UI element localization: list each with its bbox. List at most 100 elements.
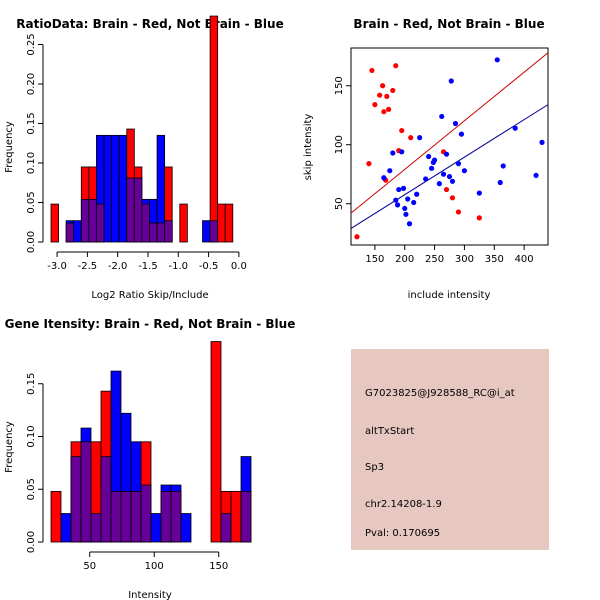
gene-hist-axes: 50 100 150 0.00 0.05 0.10 0.15: [26, 373, 228, 572]
hist-bar-overlap: [156, 222, 166, 243]
hist-bar-brain: [230, 490, 242, 543]
not-brain-point: [446, 173, 453, 180]
gene-name-text: Sp3: [365, 462, 384, 473]
y-tick-label: 0.20: [26, 73, 37, 95]
y-tick-label: 0.05: [26, 191, 37, 213]
not-brain-point: [405, 196, 411, 202]
x-tick-label: -2.5: [78, 261, 98, 272]
not-brain-point: [440, 171, 447, 177]
hist-bar-overlap: [80, 441, 92, 543]
not-brain-point: [443, 151, 450, 157]
x-tick-label: 400: [515, 254, 534, 265]
hist-bar-overlap: [88, 198, 97, 243]
not-brain-point: [458, 131, 465, 137]
y-tick-label: 0.00: [26, 231, 37, 253]
brain-point: [354, 234, 360, 240]
hist-bar-brain: [224, 203, 234, 243]
x-tick-label: 0.0: [231, 261, 247, 272]
y-tick-label: 150: [334, 76, 345, 95]
ratio-histogram-panel: RatioData: Brain - Red, Not Brain - Blue…: [4, 15, 284, 301]
not-brain-point: [452, 120, 459, 127]
x-tick-label: 150: [209, 561, 228, 572]
brain-point: [393, 63, 399, 69]
brain-point: [369, 67, 375, 74]
hist-bar-not-brain: [118, 134, 128, 243]
brain-fit-line: [350, 52, 549, 214]
hist-bar-overlap: [220, 513, 232, 543]
not-brain-point: [539, 139, 545, 145]
gene-hist-title: Gene Itensity: Brain - Red, Not Brain - …: [5, 317, 296, 331]
x-tick-label: 150: [365, 254, 384, 265]
gene-hist-xlabel: Intensity: [128, 590, 172, 600]
pval-text: Pval: 0.170695: [365, 528, 440, 539]
not-brain-point: [411, 199, 417, 206]
brain-point: [386, 106, 392, 112]
not-brain-point: [512, 125, 518, 131]
event-type-text: altTxStart: [365, 426, 414, 437]
not-brain-point: [417, 135, 423, 141]
gene-hist-ylabel: Frequency: [4, 421, 15, 473]
x-tick-label: 100: [145, 561, 164, 572]
ratio-hist-axes: -3.0 -2.5 -2.0 -1.5 -1.0 -0.5 0.0 0.00 0.05 0.10 0…: [26, 33, 247, 272]
hist-bar-overlap: [65, 222, 75, 243]
hist-bar-overlap: [90, 513, 102, 543]
x-tick-label: 250: [425, 254, 444, 265]
y-tick-label: 0.10: [26, 152, 37, 174]
not-brain-point: [406, 221, 413, 227]
brain-point: [377, 92, 383, 98]
ratio-hist-title: RatioData: Brain - Red, Not Brain - Blue: [16, 17, 283, 31]
y-tick-label: 0.25: [26, 33, 37, 55]
hist-bar-not-brain: [73, 220, 82, 243]
hist-bar-not-brain: [103, 134, 113, 243]
not-brain-fit-line: [350, 104, 549, 229]
hist-bar-overlap: [164, 220, 173, 243]
scatter-plot-box: [350, 47, 549, 246]
not-brain-point: [436, 181, 442, 187]
not-brain-point: [399, 149, 405, 155]
brain-point: [408, 135, 414, 141]
x-tick-label: -3.0: [47, 261, 67, 272]
not-brain-point: [400, 185, 407, 191]
brain-point: [366, 161, 372, 167]
y-tick-label: 50: [334, 197, 345, 210]
not-brain-point: [426, 153, 432, 160]
not-brain-point: [448, 78, 454, 84]
x-tick-label: -1.5: [138, 261, 158, 272]
x-tick-label: -2.0: [108, 261, 128, 272]
gene-intensity-panel: Gene Itensity: Brain - Red, Not Brain - …: [4, 317, 295, 600]
hist-bar-overlap: [120, 490, 132, 543]
hist-bar-not-brain: [150, 513, 162, 543]
not-brain-point: [439, 113, 445, 120]
scatter-panel: Brain - Red, Not Brain - Blue 150 200 250 3…: [303, 17, 549, 301]
x-tick-label: 200: [395, 254, 414, 265]
hist-bar-overlap: [160, 490, 172, 543]
not-brain-point: [533, 172, 539, 179]
brain-point: [455, 209, 462, 215]
hist-bar-not-brain: [202, 220, 211, 243]
hist-bar-brain: [179, 203, 188, 243]
hist-bar-overlap: [70, 456, 82, 543]
not-brain-point: [449, 178, 456, 184]
not-brain-point: [500, 163, 506, 169]
hist-bar-overlap: [110, 490, 122, 543]
hist-bar-overlap: [80, 198, 90, 243]
ratio-hist-bars: [50, 15, 234, 243]
not-brain-point: [394, 202, 401, 208]
info-panel-background: [351, 349, 549, 550]
not-brain-point: [497, 179, 503, 186]
brain-point: [381, 109, 387, 115]
y-tick-label: 0.15: [26, 373, 37, 395]
scatter-points: [354, 57, 545, 240]
y-tick-label: 0.10: [26, 425, 37, 447]
x-tick-label: 50: [83, 561, 96, 572]
hist-bar-overlap: [126, 177, 135, 243]
x-tick-label: -1.0: [169, 261, 189, 272]
hist-bar-brain: [217, 203, 226, 243]
hist-bar-overlap: [130, 490, 142, 543]
not-brain-point: [402, 205, 408, 212]
location-text: chr2.14208-1.9: [365, 499, 442, 510]
not-brain-point: [390, 150, 396, 156]
hist-bar-overlap: [100, 456, 112, 543]
not-brain-point: [414, 191, 420, 197]
